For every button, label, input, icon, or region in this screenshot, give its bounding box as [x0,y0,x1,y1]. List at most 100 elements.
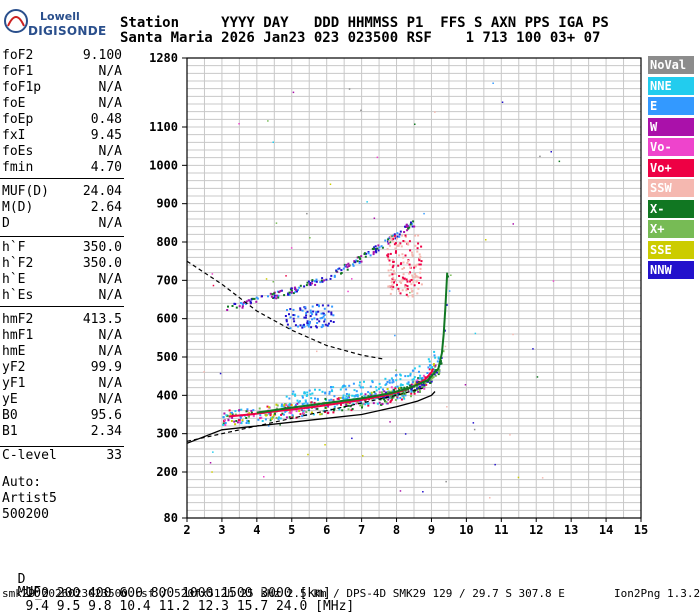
echo-point [367,391,370,394]
echo-point [327,322,330,325]
echo-point [401,253,404,256]
noise-point [219,372,222,375]
y-tick-label: 700 [156,273,178,287]
param-value: N/A [98,376,122,391]
echo-point [401,393,404,396]
distance-value: 1500 [221,586,253,601]
param-row: B0 95.6 [2,408,122,424]
echo-point [393,278,396,281]
echo-point [409,271,411,274]
echo-point [365,252,368,255]
echo-point [340,272,342,275]
echo-point [364,403,367,406]
param-name: h`E [2,272,26,287]
param-row: MUF(D) 24.04 [2,184,122,200]
echo-point [329,320,332,323]
echo-point [324,392,327,395]
echo-point [364,393,367,396]
echo-point [437,357,440,360]
profile-line [186,391,436,444]
echo-point [394,247,397,250]
legend-item: NoVal [648,56,694,74]
noise-point [399,490,402,492]
echo-point [310,326,313,329]
echo-point [321,390,324,393]
echo-point [333,275,336,278]
echo-point [403,240,406,243]
echo-point [228,409,231,412]
echo-point [359,400,362,403]
echo-point [401,394,404,397]
echo-point [421,385,424,388]
echo-point [304,400,307,403]
echo-point [280,403,283,406]
echo-point [404,285,406,288]
echo-point [396,385,399,388]
echo-point [373,391,376,394]
echo-point [434,356,437,359]
echo-point [399,292,402,295]
echo-point [337,268,340,271]
param-name: D [2,216,10,231]
echo-point [288,294,291,296]
x-tick-label: 4 [253,523,260,537]
echo-point [432,376,435,379]
noise-point [494,463,496,466]
echo-point [416,292,419,295]
param-value: 350.0 [82,240,122,255]
distance-value: 600 [119,586,143,601]
echo-point [264,418,267,421]
echo-point [410,221,412,224]
echo-point [290,289,293,292]
echo-point [434,365,437,368]
echo-point [413,225,416,228]
echo-point [346,266,349,269]
param-row: M(D) 2.64 [2,200,122,216]
echo-point [411,276,414,279]
noise-point [347,290,349,293]
x-tick-label: 10 [459,523,473,537]
echo-point [413,390,416,393]
echo-point [407,381,410,384]
echo-point [386,402,389,405]
echo-point [238,409,241,412]
noise-point [536,376,539,378]
x-tick-label: 3 [218,523,225,537]
echo-point [315,280,318,283]
echo-point [408,272,411,275]
param-value: 0.48 [90,112,122,127]
noise-point [212,284,215,287]
echo-point [389,252,392,255]
echo-point [419,271,422,274]
echo-point [252,297,254,300]
echo-point [240,422,243,425]
echo-point [345,388,348,391]
echo-point [404,392,407,395]
echo-point [301,326,304,329]
legend-item: SSE [648,240,694,259]
echo-point [312,310,315,313]
noise-point [489,497,491,499]
echo-point [242,301,245,304]
echo-point [361,396,364,399]
echo-point [383,390,386,393]
echo-point [363,252,366,255]
echo-point [403,397,406,400]
echo-point [335,269,338,272]
echo-point [387,240,389,243]
echo-point [362,386,364,389]
echo-point [405,226,408,228]
echo-point [356,260,359,263]
echo-point [376,247,379,250]
echo-point [339,388,342,391]
echo-point [413,284,416,287]
param-value: N/A [98,216,122,231]
param-row: foEs N/A [2,144,122,160]
param-name: fmin [2,160,34,175]
echo-point [396,237,398,240]
echo-point [304,307,307,310]
echo-point [445,304,448,306]
echo-point [398,243,401,246]
file-info: smk29_2026023023500.rsf / 520fx512h 25 k… [2,587,565,600]
echo-point [397,264,400,267]
